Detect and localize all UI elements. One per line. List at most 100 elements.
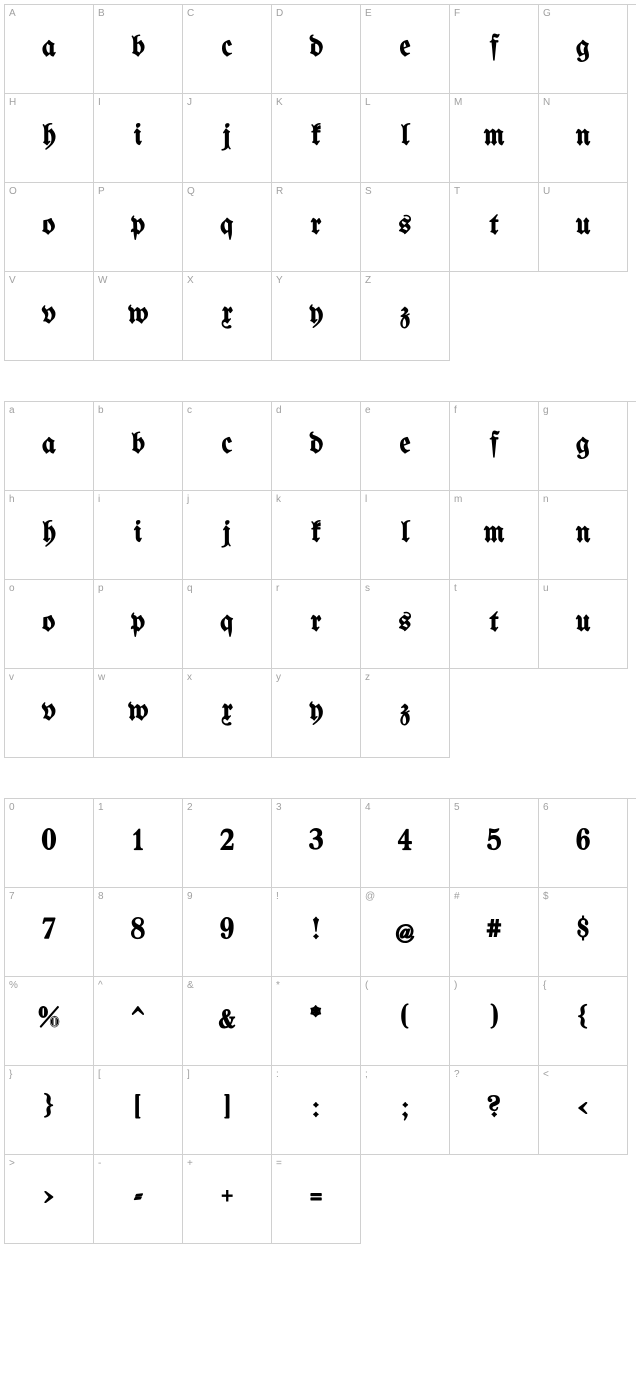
glyph-cell[interactable]: jj (183, 491, 272, 580)
glyph-cell[interactable]: xx (183, 669, 272, 758)
glyph-cell[interactable]: Kk (272, 94, 361, 183)
glyph-cell[interactable]: kk (272, 491, 361, 580)
glyph-cell[interactable]: >> (5, 1155, 94, 1244)
glyph-cell[interactable]: aa (5, 402, 94, 491)
glyph-cell[interactable]: 66 (539, 799, 628, 888)
glyph-cell[interactable]: && (183, 977, 272, 1066)
glyph-cell[interactable]: << (539, 1066, 628, 1155)
glyph-cell[interactable]: 55 (450, 799, 539, 888)
glyph-display: 6 (576, 827, 590, 857)
glyph-cell[interactable]: 44 (361, 799, 450, 888)
glyph-cell[interactable]: (( (361, 977, 450, 1066)
glyph-cell[interactable]: -- (94, 1155, 183, 1244)
glyph-cell[interactable]: bb (94, 402, 183, 491)
glyph-cell[interactable]: [[ (94, 1066, 183, 1155)
glyph-cell[interactable]: !! (272, 888, 361, 977)
glyph-cell[interactable]: Tt (450, 183, 539, 272)
glyph-cell[interactable]: dd (272, 402, 361, 491)
glyph-label: L (365, 97, 371, 108)
glyph-cell[interactable]: ii (94, 491, 183, 580)
glyph-cell[interactable]: oo (5, 580, 94, 669)
glyph-cell[interactable]: Ss (361, 183, 450, 272)
glyph-cell[interactable]: tt (450, 580, 539, 669)
glyph-label: 1 (98, 802, 104, 813)
glyph-cell[interactable]: 00 (5, 799, 94, 888)
glyph-cell[interactable]: Xx (183, 272, 272, 361)
glyph-label: r (276, 583, 279, 594)
glyph-cell[interactable]: @@ (361, 888, 450, 977)
glyph-label: & (187, 980, 194, 991)
glyph-cell[interactable]: 88 (94, 888, 183, 977)
glyph-cell[interactable]: {{ (539, 977, 628, 1066)
glyph-cell[interactable]: ll (361, 491, 450, 580)
glyph-cell[interactable]: uu (539, 580, 628, 669)
glyph-cell[interactable]: ^^ (94, 977, 183, 1066)
glyph-grid: AaBbCcDdEeFfGg HhIiJjKkLlMmNn OoPpQqRrSsTt… (4, 4, 636, 272)
glyph-display: @ (396, 916, 414, 946)
glyph-cell[interactable]: Ll (361, 94, 450, 183)
glyph-cell[interactable]: Gg (539, 5, 628, 94)
glyph-cell[interactable]: Ww (94, 272, 183, 361)
glyph-cell[interactable]: hh (5, 491, 94, 580)
glyph-cell[interactable]: Ii (94, 94, 183, 183)
section-numbers-symbols: 00112233445566778899!!@@##$$%%^^&&**(())… (4, 798, 636, 1244)
glyph-cell[interactable]: == (272, 1155, 361, 1244)
glyph-cell[interactable]: ee (361, 402, 450, 491)
glyph-cell[interactable]: yy (272, 669, 361, 758)
glyph-display: 1 (133, 827, 143, 857)
glyph-cell[interactable]: Cc (183, 5, 272, 94)
glyph-cell[interactable]: cc (183, 402, 272, 491)
glyph-cell[interactable]: Pp (94, 183, 183, 272)
glyph-cell[interactable]: 99 (183, 888, 272, 977)
glyph-cell[interactable]: Jj (183, 94, 272, 183)
glyph-cell[interactable]: ** (272, 977, 361, 1066)
glyph-cell[interactable]: :: (272, 1066, 361, 1155)
glyph-cell[interactable]: vv (5, 669, 94, 758)
glyph-cell[interactable]: Ee (361, 5, 450, 94)
glyph-cell[interactable]: )) (450, 977, 539, 1066)
glyph-cell[interactable]: Zz (361, 272, 450, 361)
glyph-cell[interactable]: 11 (94, 799, 183, 888)
glyph-cell[interactable]: qq (183, 580, 272, 669)
glyph-cell[interactable]: 77 (5, 888, 94, 977)
glyph-cell[interactable]: Hh (5, 94, 94, 183)
glyph-cell[interactable]: ff (450, 402, 539, 491)
glyph-cell[interactable]: 22 (183, 799, 272, 888)
glyph-cell[interactable]: Yy (272, 272, 361, 361)
glyph-cell[interactable]: ww (94, 669, 183, 758)
glyph-cell[interactable]: zz (361, 669, 450, 758)
glyph-cell[interactable]: $$ (539, 888, 628, 977)
glyph-cell[interactable]: ## (450, 888, 539, 977)
glyph-cell[interactable]: ]] (183, 1066, 272, 1155)
glyph-cell[interactable]: Nn (539, 94, 628, 183)
glyph-cell[interactable]: Uu (539, 183, 628, 272)
glyph-cell[interactable]: 33 (272, 799, 361, 888)
glyph-cell[interactable]: Vv (5, 272, 94, 361)
glyph-cell[interactable]: ;; (361, 1066, 450, 1155)
glyph-display: 7 (43, 916, 56, 946)
glyph-display: t (489, 608, 498, 638)
glyph-cell[interactable]: gg (539, 402, 628, 491)
glyph-cell[interactable]: }} (5, 1066, 94, 1155)
glyph-label: g (543, 405, 549, 416)
glyph-cell[interactable]: Bb (94, 5, 183, 94)
glyph-cell[interactable]: nn (539, 491, 628, 580)
glyph-cell[interactable]: ++ (183, 1155, 272, 1244)
glyph-cell[interactable]: Ff (450, 5, 539, 94)
glyph-cell[interactable]: rr (272, 580, 361, 669)
glyph-cell[interactable]: mm (450, 491, 539, 580)
glyph-cell[interactable]: Qq (183, 183, 272, 272)
glyph-cell[interactable]: Mm (450, 94, 539, 183)
glyph-cell[interactable]: Aa (5, 5, 94, 94)
glyph-label: ( (365, 980, 368, 991)
glyph-cell[interactable]: Dd (272, 5, 361, 94)
glyph-display: [ (135, 1094, 141, 1124)
glyph-cell[interactable]: pp (94, 580, 183, 669)
glyph-cell[interactable]: ss (361, 580, 450, 669)
glyph-grid-partial-row: vvwwxxyyzz (4, 669, 636, 758)
glyph-cell[interactable]: Rr (272, 183, 361, 272)
glyph-label: h (9, 494, 15, 505)
glyph-cell[interactable]: ?? (450, 1066, 539, 1155)
glyph-cell[interactable]: %% (5, 977, 94, 1066)
glyph-cell[interactable]: Oo (5, 183, 94, 272)
